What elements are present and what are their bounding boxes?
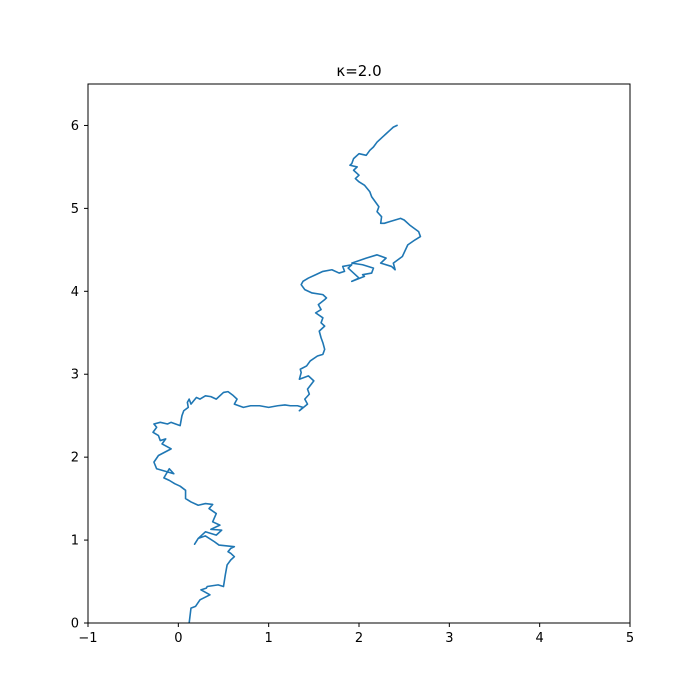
- x-tick-label: 3: [445, 631, 453, 646]
- y-tick-label: 5: [71, 202, 79, 217]
- x-tick-label: 4: [536, 631, 544, 646]
- x-tick-label: 1: [265, 631, 273, 646]
- x-tick-label: 2: [355, 631, 363, 646]
- y-tick-label: 1: [71, 534, 79, 549]
- chart-title: κ=2.0: [336, 62, 381, 80]
- plot-area: [152, 124, 422, 623]
- y-tick-label: 2: [71, 451, 79, 466]
- y-tick-label: 4: [71, 285, 79, 300]
- y-tick-label: 3: [71, 368, 79, 383]
- series-line-1: [152, 124, 422, 623]
- y-tick-label: 0: [71, 617, 79, 632]
- y-tick-label: 6: [71, 119, 79, 134]
- x-tick-label: 0: [174, 631, 182, 646]
- x-tick-label: −1: [78, 631, 97, 646]
- x-tick-label: 5: [626, 631, 634, 646]
